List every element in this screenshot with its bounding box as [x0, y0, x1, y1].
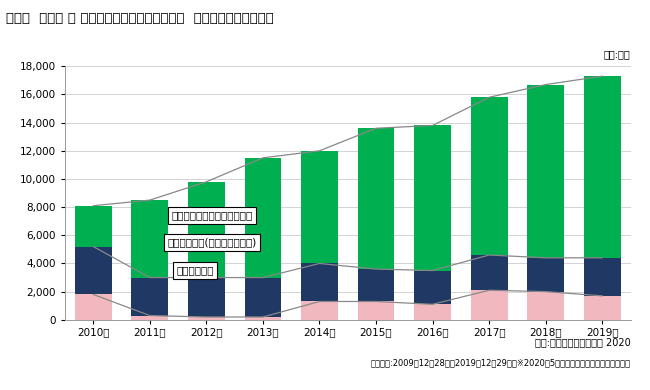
Text: 単位:億円: 単位:億円 — [604, 49, 630, 59]
Bar — [414, 304, 451, 320]
Bar — [301, 301, 338, 320]
Bar — [301, 151, 338, 264]
Bar — [131, 278, 168, 316]
Bar — [414, 271, 451, 304]
Bar — [75, 206, 112, 246]
Bar — [244, 317, 281, 320]
Text: オンラインプラットフォーム: オンラインプラットフォーム — [172, 211, 253, 221]
Bar — [131, 200, 168, 278]
Text: 【国内  家庭用 ／ オンラインプラットフォーム  ゲーム市場規模推移】: 【国内 家庭用 ／ オンラインプラットフォーム ゲーム市場規模推移】 — [6, 12, 274, 25]
Bar — [414, 126, 451, 271]
Bar — [584, 296, 621, 320]
Bar — [244, 278, 281, 317]
Bar — [188, 278, 225, 317]
Text: 出典:ファミ通ゲーム白書 2020: 出典:ファミ通ゲーム白書 2020 — [535, 337, 630, 347]
Bar — [471, 255, 508, 290]
Bar — [75, 294, 112, 320]
Bar — [244, 158, 281, 278]
Bar — [358, 269, 395, 301]
Text: 家庭用ハード: 家庭用ハード — [176, 266, 214, 275]
Bar — [471, 290, 508, 320]
Bar — [527, 292, 564, 320]
Bar — [188, 182, 225, 278]
Bar — [471, 97, 508, 255]
Bar — [358, 301, 395, 320]
Bar — [301, 264, 338, 301]
Bar — [131, 316, 168, 320]
Bar — [75, 246, 112, 294]
Bar — [188, 317, 225, 320]
Text: 家庭用ソフト(オンライン含む): 家庭用ソフト(オンライン含む) — [168, 238, 257, 247]
Bar — [584, 258, 621, 296]
Bar — [527, 258, 564, 292]
Text: 集計期間:2009年12月28日～2019年12月29日（※2020年5月時点での情報に基づいて作成）: 集計期間:2009年12月28日～2019年12月29日（※2020年5月時点で… — [370, 359, 630, 368]
Bar — [584, 76, 621, 258]
Bar — [527, 85, 564, 258]
Bar — [358, 128, 395, 269]
